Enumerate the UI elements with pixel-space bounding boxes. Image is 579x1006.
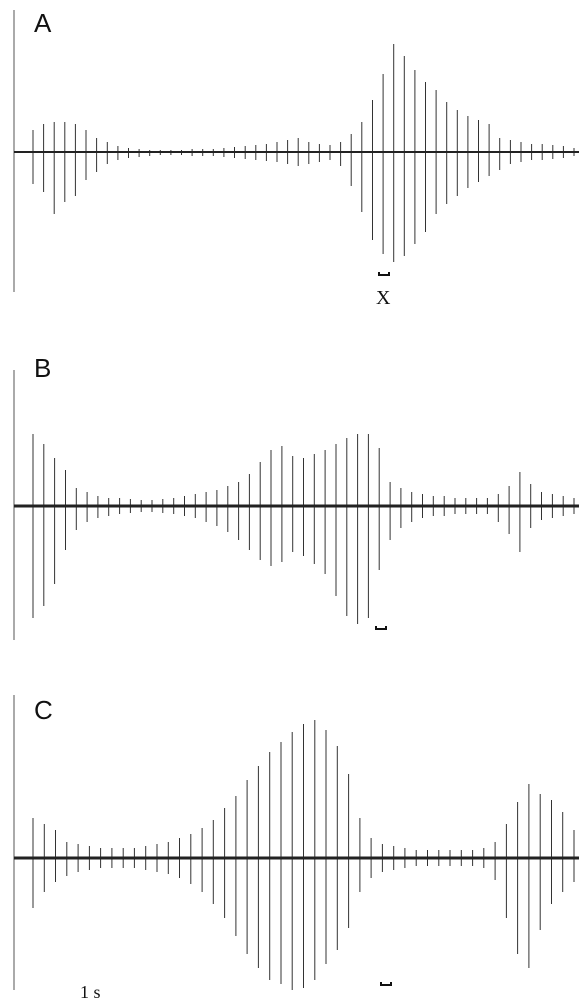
panel-label-a: A <box>34 8 52 38</box>
trace-a <box>13 10 579 292</box>
panel-label-b: B <box>34 353 52 383</box>
marker-label-x: X <box>376 287 391 309</box>
scale-bar-label: 1 s <box>80 982 101 1002</box>
trace-b <box>13 370 579 640</box>
marker-bracket <box>375 626 387 630</box>
marker-bracket <box>378 272 390 276</box>
marker-bracket <box>380 982 392 986</box>
panel-b: B <box>0 345 579 645</box>
trace-c <box>13 695 579 990</box>
panel-c: C 1 s <box>0 665 579 1006</box>
panel-a: A X <box>0 0 579 320</box>
panel-label-c: C <box>34 695 53 725</box>
